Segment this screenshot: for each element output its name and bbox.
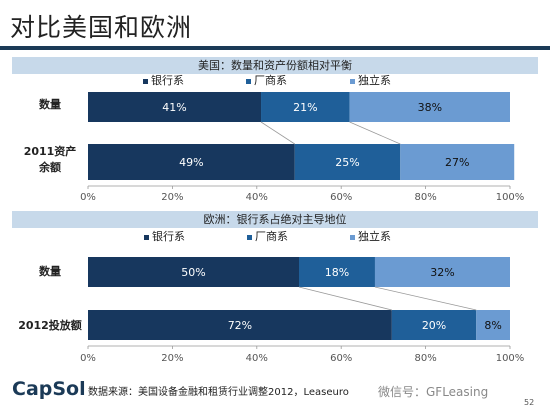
eu-bar-label-1-0: 72% (228, 319, 252, 332)
us-bar-1-1 (294, 144, 401, 180)
eu-bar-1-1 (391, 310, 477, 340)
eu-bar-label-0-0: 50% (181, 266, 205, 279)
us-bar-0-2 (349, 92, 510, 122)
eu-connector-1 (374, 286, 477, 311)
eu-bar-label-0-1: 18% (325, 266, 349, 279)
eu-bar-0-2 (374, 257, 510, 287)
us-chart-title: 美国：数量和资产份额相对平衡 (12, 57, 538, 74)
us-bar-label-1-1: 25% (335, 156, 359, 169)
eu-row-label-count: 数量 (39, 265, 61, 278)
source-note: 数据来源：美国设备金融和租赁行业调整2012，Leaseuro (88, 387, 349, 398)
us-row-label-assets: 2011资产 余额 (23, 145, 77, 174)
us-bar-label-1-0: 49% (179, 156, 203, 169)
us-legend-label-bank: 银行系 (151, 74, 184, 87)
eu-bar-label-0-2: 32% (430, 266, 454, 279)
eu-bar-label-1-2: 8% (484, 319, 501, 332)
us-bar-label-0-1: 21% (293, 101, 317, 114)
us-x-tick-label: 80% (414, 192, 436, 203)
us-legend-label-manufacturer: 厂商系 (254, 74, 287, 87)
us-bar-label-0-2: 38% (418, 101, 442, 114)
us-bar-0-0 (88, 92, 262, 122)
us-x-tick-label: 0% (80, 192, 96, 203)
eu-bar-0-0 (88, 257, 299, 287)
eu-chart-title: 欧洲：银行系占绝对主导地位 (12, 211, 538, 228)
eu-x-tick-label: 60% (330, 353, 352, 364)
us-legend: 银行系 厂商系 独立系 (0, 74, 550, 88)
us-x-tick-label: 60% (330, 192, 352, 203)
us-connector-1 (349, 121, 401, 145)
eu-bar-1-2 (476, 310, 510, 340)
us-bar-0-1 (261, 92, 350, 122)
eu-legend-label-manufacturer: 厂商系 (255, 230, 288, 243)
us-legend-item-manufacturer: 厂商系 (246, 74, 287, 88)
us-legend-swatch-manufacturer (246, 79, 251, 84)
eu-bar-label-1-1: 20% (422, 319, 446, 332)
us-bar-1-0 (88, 144, 295, 180)
eu-legend-item-bank: 银行系 (144, 230, 185, 244)
us-row-label-count: 数量 (39, 98, 61, 111)
title-rule (0, 46, 550, 50)
capsol-logo: CapSol (12, 378, 86, 400)
eu-legend-item-manufacturer: 厂商系 (247, 230, 288, 244)
eu-legend-item-independent: 独立系 (350, 230, 391, 244)
eu-legend-swatch-bank (144, 235, 149, 240)
eu-x-tick-label: 40% (246, 353, 268, 364)
eu-x-tick-label: 20% (161, 353, 183, 364)
eu-legend-label-independent: 独立系 (358, 230, 391, 243)
eu-legend-swatch-manufacturer (247, 235, 252, 240)
us-bar-label-1-2: 27% (445, 156, 469, 169)
us-chart: 41% 21% 38% 49% 25% 27% 0% 20% 40% 60% 80% 100% (80, 92, 524, 203)
eu-legend: 银行系 厂商系 独立系 (0, 230, 550, 244)
us-legend-item-independent: 独立系 (350, 74, 391, 88)
us-x-tick-label: 100% (496, 192, 525, 203)
eu-row-label-investment: 2012投放额 (18, 319, 82, 332)
eu-x-tick-label: 100% (496, 353, 525, 364)
eu-connector-0 (298, 286, 392, 311)
us-legend-label-independent: 独立系 (358, 74, 391, 87)
us-bar-1-2 (400, 144, 515, 180)
eu-x-tick-label: 0% (80, 353, 96, 364)
eu-chart: 50% 18% 32% 72% 20% 8% 0% 20% 40% 60% 80% 100% (80, 257, 524, 364)
eu-bar-0-1 (299, 257, 375, 287)
eu-legend-label-bank: 银行系 (152, 230, 185, 243)
eu-x-tick-label: 80% (414, 353, 436, 364)
us-legend-swatch-bank (143, 79, 148, 84)
page-number: 52 (524, 398, 535, 407)
wechat-watermark: 微信号：GFLeasing (378, 385, 489, 399)
eu-bar-1-0 (88, 310, 392, 340)
us-connector-0 (260, 121, 295, 145)
eu-legend-swatch-independent (350, 235, 355, 240)
us-legend-swatch-independent (350, 79, 355, 84)
us-bar-label-0-0: 41% (162, 101, 186, 114)
us-legend-item-bank: 银行系 (143, 74, 184, 88)
us-x-tick-label: 20% (161, 192, 183, 203)
us-x-tick-label: 40% (246, 192, 268, 203)
page-title: 对比美国和欧洲 (10, 13, 193, 42)
